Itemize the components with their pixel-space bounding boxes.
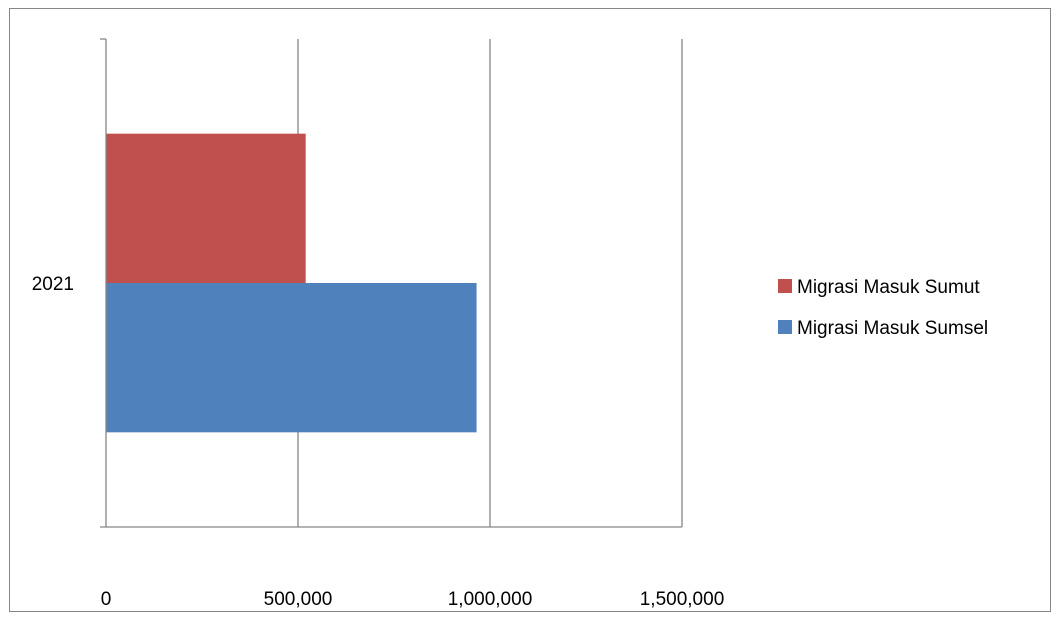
legend-swatch bbox=[778, 279, 792, 293]
legend-label: Migrasi Masuk Sumut bbox=[797, 277, 980, 298]
bar-chart: 0 500,000 1,000,000 1,500,000 2021 Migrasi M… bbox=[32, 38, 988, 610]
category-label: 2021 bbox=[32, 274, 74, 295]
legend-label: Migrasi Masuk Sumsel bbox=[797, 318, 988, 339]
x-tick-label: 0 bbox=[101, 589, 112, 610]
x-tick-label: 500,000 bbox=[264, 589, 333, 610]
bar-migrasi-masuk-sumsel bbox=[106, 283, 477, 433]
legend-swatch bbox=[778, 320, 792, 334]
x-tick-label: 1,000,000 bbox=[448, 589, 533, 610]
x-tick-label: 1,500,000 bbox=[640, 589, 725, 610]
chart-frame: 0 500,000 1,000,000 1,500,000 2021 Migrasi M… bbox=[9, 8, 1051, 612]
bar-migrasi-masuk-sumut bbox=[106, 133, 306, 283]
